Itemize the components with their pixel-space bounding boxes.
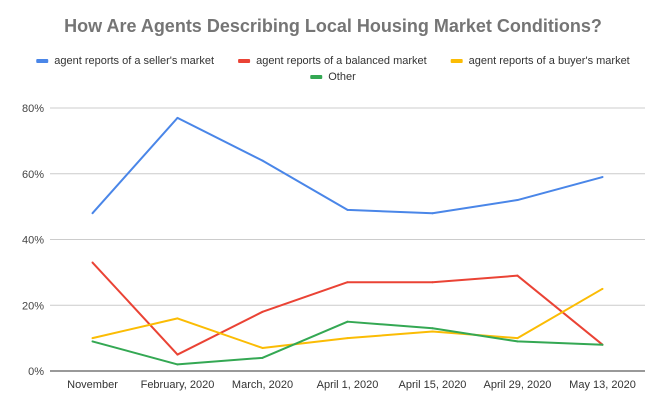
data-point xyxy=(176,116,179,119)
x-tick-label: March, 2020 xyxy=(232,379,293,391)
data-point xyxy=(601,343,604,346)
legend-swatch xyxy=(450,59,463,63)
x-tick-label: April 29, 2020 xyxy=(484,379,552,391)
data-point xyxy=(431,212,434,215)
series-line xyxy=(92,320,603,366)
data-point xyxy=(176,317,179,320)
data-point xyxy=(91,212,94,215)
legend-label: agent reports of a balanced market xyxy=(256,55,427,67)
x-tick-label: February, 2020 xyxy=(141,379,215,391)
y-tick-label: 40% xyxy=(22,235,44,247)
data-point xyxy=(91,261,94,264)
series-line xyxy=(91,116,603,215)
data-point xyxy=(431,327,434,330)
x-tick-label: May 13, 2020 xyxy=(569,379,636,391)
data-point xyxy=(261,159,264,162)
data-point xyxy=(261,346,264,349)
data-point xyxy=(516,340,519,343)
data-point xyxy=(91,337,94,340)
data-point xyxy=(176,363,179,366)
data-point xyxy=(431,281,434,284)
legend-swatch xyxy=(36,59,49,63)
data-point xyxy=(176,353,179,356)
data-point xyxy=(346,281,349,284)
data-point xyxy=(261,310,264,313)
legend-label: agent reports of a buyer's market xyxy=(469,55,630,67)
x-tick-label: November xyxy=(67,379,118,391)
chart-title: How Are Agents Describing Local Housing … xyxy=(64,16,602,36)
legend-label: agent reports of a seller's market xyxy=(54,55,214,67)
data-point xyxy=(601,287,604,290)
data-point xyxy=(516,274,519,277)
legend-label: Other xyxy=(328,71,356,83)
legend-swatch xyxy=(238,59,251,63)
data-point xyxy=(346,208,349,211)
data-point xyxy=(431,330,434,333)
data-point xyxy=(601,176,604,179)
y-tick-label: 80% xyxy=(22,103,44,115)
y-tick-label: 0% xyxy=(28,366,44,378)
y-tick-label: 60% xyxy=(22,169,44,181)
data-point xyxy=(516,337,519,340)
data-point xyxy=(516,199,519,202)
data-point xyxy=(346,320,349,323)
x-tick-label: April 15, 2020 xyxy=(399,379,467,391)
legend-swatch xyxy=(310,75,323,79)
data-point xyxy=(261,356,264,359)
data-point xyxy=(91,340,94,343)
data-point xyxy=(346,337,349,340)
y-tick-label: 20% xyxy=(22,300,44,312)
x-tick-label: April 1, 2020 xyxy=(317,379,379,391)
